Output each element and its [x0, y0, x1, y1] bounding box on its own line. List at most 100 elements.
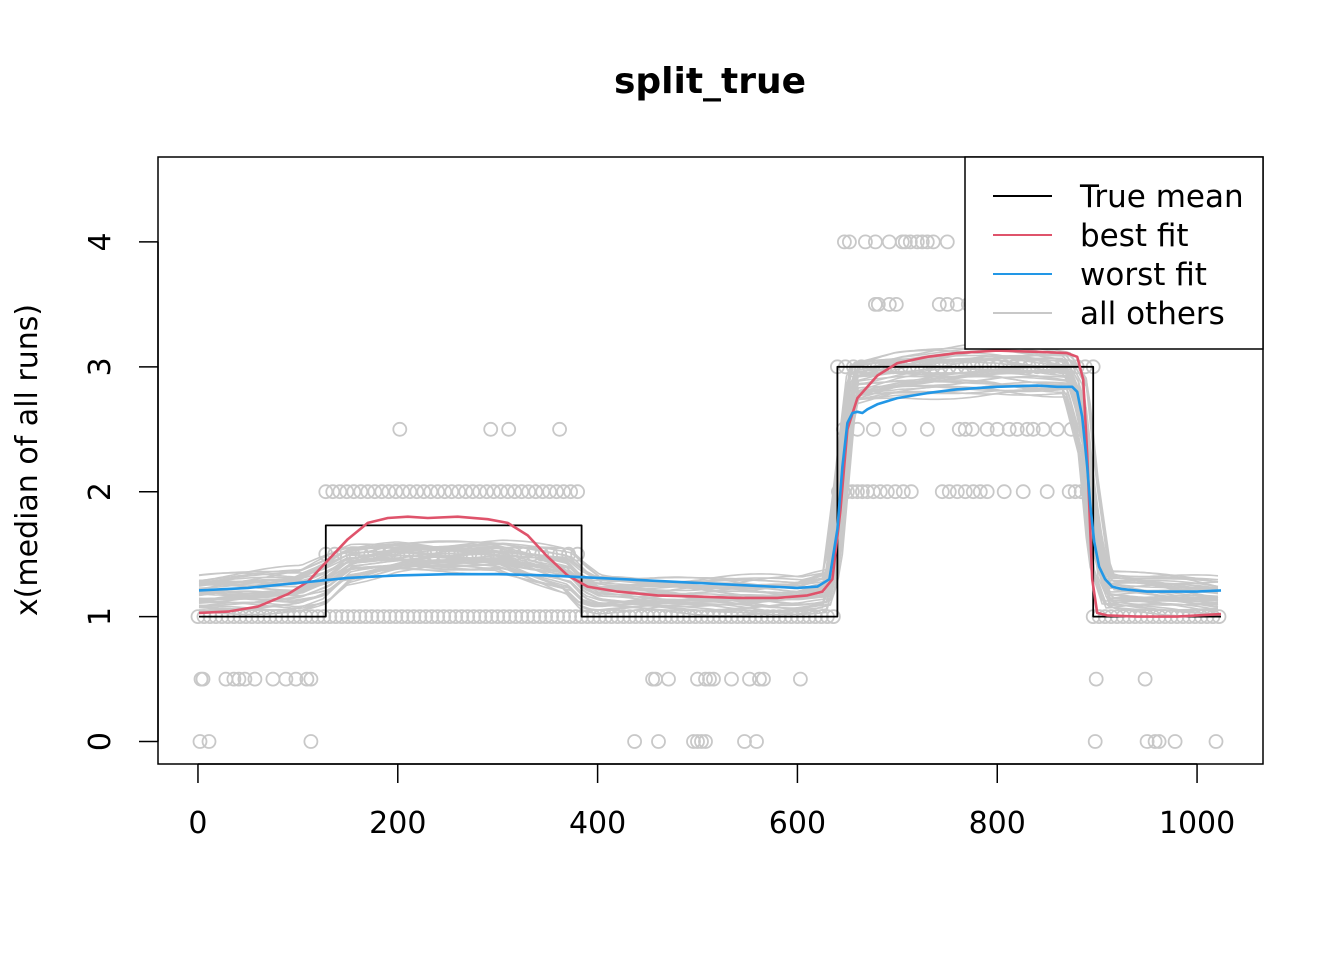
data-point — [374, 484, 390, 500]
data-point — [965, 484, 981, 500]
data-point — [562, 609, 577, 624]
data-point — [435, 546, 451, 562]
data-point — [444, 546, 460, 562]
series-line-best-fit — [198, 349, 1222, 618]
data-point — [534, 546, 550, 562]
data-point — [394, 609, 410, 624]
data-point — [490, 609, 506, 624]
data-point — [870, 296, 886, 312]
data-point — [376, 609, 392, 624]
data-point — [690, 734, 705, 749]
data-point — [451, 484, 467, 500]
data-point — [979, 421, 995, 437]
data-point — [408, 546, 424, 562]
data-point — [444, 484, 460, 500]
y-tick-label: 2 — [83, 482, 118, 501]
data-point — [526, 609, 542, 624]
data-point — [881, 234, 897, 250]
data-point — [549, 484, 564, 500]
other-run-lines — [198, 341, 1219, 618]
data-point — [299, 671, 315, 687]
data-point — [1001, 421, 1017, 437]
data-point — [724, 671, 739, 687]
data-point — [868, 296, 883, 312]
x-tick-label: 0 — [188, 806, 207, 841]
data-point — [424, 609, 440, 624]
data-point — [872, 484, 888, 500]
data-point — [868, 234, 883, 250]
data-point — [278, 671, 294, 687]
data-point — [648, 671, 663, 687]
data-point — [400, 609, 416, 624]
data-point — [698, 734, 713, 749]
data-point — [561, 546, 576, 562]
data-point — [1039, 484, 1055, 500]
data-point — [1015, 484, 1031, 500]
data-point — [520, 609, 536, 624]
data-point — [544, 609, 559, 624]
data-point — [496, 609, 512, 624]
data-point — [399, 546, 415, 562]
data-point — [462, 546, 478, 562]
data-point — [360, 484, 376, 500]
data-point — [645, 671, 660, 687]
legend-label-worst-fit: worst fit — [1080, 257, 1207, 293]
data-point — [346, 484, 362, 500]
data-point — [925, 234, 941, 250]
data-point — [627, 734, 642, 749]
data-point — [686, 734, 701, 749]
data-point — [651, 734, 666, 749]
other-run-line — [198, 385, 1219, 616]
data-point — [887, 484, 903, 500]
data-point — [388, 484, 404, 500]
data-point — [303, 671, 319, 687]
data-point — [340, 609, 356, 624]
data-point — [964, 421, 980, 437]
x-axis: 0 200 400 600 800 1000 — [188, 763, 1235, 841]
data-point — [1147, 734, 1163, 749]
data-point — [472, 484, 488, 500]
y-tick-label: 3 — [83, 357, 118, 376]
data-point — [265, 671, 281, 687]
legend-label-best-fit: best fit — [1080, 218, 1189, 254]
chart-title: split_true — [614, 61, 806, 102]
legend-label-all-others: all others — [1080, 296, 1225, 332]
data-point — [957, 484, 973, 500]
data-point — [706, 671, 721, 687]
data-point — [556, 609, 571, 624]
data-point — [231, 671, 247, 687]
data-point — [346, 609, 362, 624]
data-point — [453, 546, 469, 562]
y-axis-label: x(median of all runs) — [10, 304, 45, 616]
data-point — [939, 234, 955, 250]
data-point — [381, 484, 397, 500]
data-point — [1067, 484, 1083, 500]
data-point — [247, 671, 263, 687]
data-point — [881, 296, 897, 312]
data-point — [502, 609, 518, 624]
data-point — [458, 484, 474, 500]
data-point — [752, 671, 767, 687]
data-point — [931, 296, 947, 312]
data-point — [514, 484, 530, 500]
data-point — [437, 484, 453, 500]
data-point — [521, 484, 537, 500]
data-point — [570, 484, 585, 500]
data-point — [850, 484, 865, 500]
data-point — [430, 609, 446, 624]
data-point — [842, 234, 857, 250]
data-point — [552, 546, 567, 562]
data-point — [454, 609, 470, 624]
data-point — [192, 734, 208, 749]
data-point — [339, 484, 355, 500]
data-point — [472, 609, 488, 624]
data-point — [430, 484, 446, 500]
x-tick-label: 800 — [969, 806, 1026, 841]
series-line-worst-fit — [198, 384, 1222, 593]
data-point — [552, 421, 567, 437]
data-point — [1167, 734, 1183, 749]
data-point — [436, 609, 452, 624]
y-axis: 0 1 2 3 4 — [83, 232, 159, 751]
data-point — [367, 484, 383, 500]
